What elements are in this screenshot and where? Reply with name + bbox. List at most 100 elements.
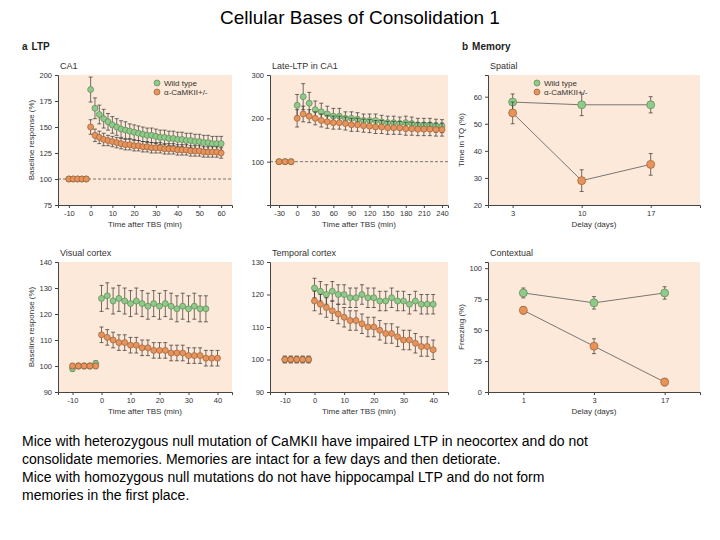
error-bar [374,121,378,134]
error-bar [413,334,417,354]
tick-mark [267,162,270,163]
data-point [215,355,221,361]
error-bar [313,112,317,125]
error-bar [76,363,80,368]
x-tick: 0 [100,392,104,405]
data-point [75,363,81,369]
data-point [139,301,145,307]
error-bar [407,330,411,350]
data-point [336,120,342,126]
y-tick: 110 [252,323,270,332]
data-point [186,353,192,359]
data-point [324,119,330,125]
data-point [401,337,407,343]
data-point [203,306,209,312]
error-bar [181,345,185,361]
data-point [385,125,391,131]
x-tick: 210 [418,205,431,218]
data-point [81,363,87,369]
tick-label: 1 [522,396,526,405]
error-bar [324,298,328,318]
x-tick: 17 [647,205,655,218]
data-point [519,306,527,314]
plot-area [58,77,232,182]
data-point [427,126,433,132]
error-bar [163,291,167,317]
tick-label: 10 [127,396,135,405]
y-tick: 100 [39,362,58,371]
data-point [133,298,139,304]
x-tick: 20 [156,392,164,405]
error-bar [331,116,335,129]
x-tick: 50 [196,205,204,218]
error-bar [140,291,144,317]
tick-mark [404,392,405,395]
x-tick: 60 [217,205,225,218]
tick-mark [523,392,524,395]
tick-label: -10 [64,209,75,218]
y-tick: 100 [469,264,488,273]
error-bar [372,288,376,308]
tick-label: 110 [40,336,52,345]
error-bar [330,282,334,302]
tick-label: 25 [474,357,482,366]
data-point [323,305,329,311]
data-point [116,295,122,301]
error-bar [175,296,179,322]
axis-line [59,206,233,209]
data-point [93,363,99,369]
data-point [191,303,197,309]
data-point [397,125,403,131]
error-bar [354,288,358,308]
error-bar [97,131,101,143]
data-point [509,109,517,117]
tick-mark [285,392,286,395]
data-point [430,301,436,307]
data-point [335,311,341,317]
data-point [421,126,427,132]
data-point [312,298,318,304]
data-point [145,345,151,351]
data-point [395,298,401,304]
data-point [661,378,669,386]
chart-title: Temporal cortex [272,248,337,258]
tick-mark [485,205,488,206]
tick-label: 40 [174,209,182,218]
error-bar [307,356,311,363]
axis-line [271,393,449,396]
x-tick: -10 [68,392,79,405]
x-axis-label: Time after TBS (min) [108,220,182,229]
y-tick: 130 [39,284,58,293]
data-point [282,159,288,165]
error-bar [134,288,138,314]
tick-mark [665,392,666,395]
tick-mark [178,205,179,208]
caption-line: consolidate memories. Memories are intac… [22,451,501,467]
data-point [203,355,209,361]
error-bar [416,123,420,136]
data-point [367,123,373,129]
tick-label: 60 [217,209,225,218]
data-point [168,350,174,356]
legend-label: Wild type [544,79,577,88]
tick-mark [315,392,316,395]
plot-area [519,287,668,386]
tick-mark [333,205,334,208]
tick-mark [485,124,488,125]
error-bar [219,148,223,158]
axis-line [59,393,233,396]
data-point [578,177,586,185]
tick-mark [73,392,74,395]
error-bar [123,288,127,314]
tick-mark [221,205,222,208]
y-tick: 100 [251,158,270,167]
tick-mark [267,262,270,263]
data-point [104,293,110,299]
tick-label: 0 [296,209,300,218]
tick-mark [55,340,58,341]
error-bar [301,356,305,363]
error-bar [192,293,196,319]
x-tick: 20 [130,205,138,218]
data-point [300,357,306,363]
y-tick: 40 [474,147,488,156]
